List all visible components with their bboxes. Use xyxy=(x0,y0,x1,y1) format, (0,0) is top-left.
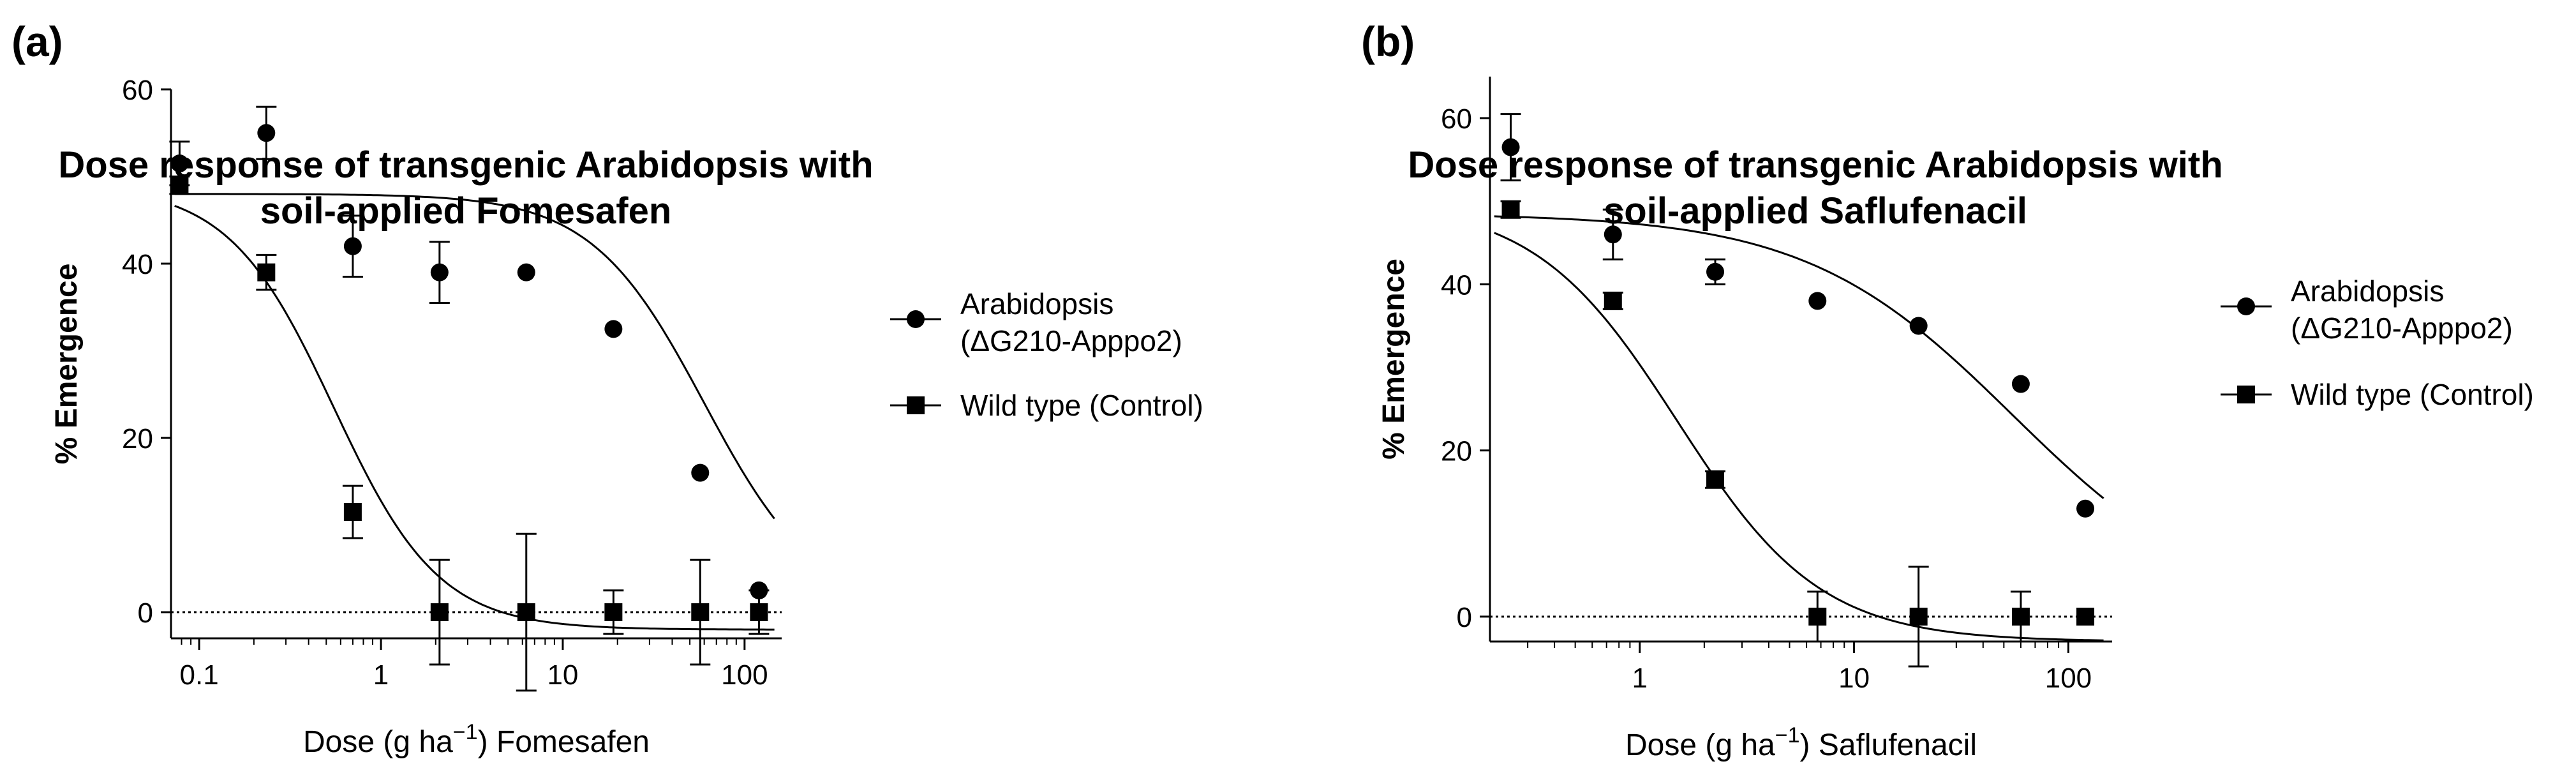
x-tick-label: 10 xyxy=(547,659,578,691)
chart-panel-a: (a) Dose response of transgenic Arabidops… xyxy=(11,18,1203,759)
legend-label: Wild type (Control) xyxy=(960,389,1203,422)
y-tick-label: 20 xyxy=(1441,436,1472,467)
legend-label: Arabidopsis xyxy=(2291,274,2444,308)
data-point xyxy=(430,263,449,282)
data-point xyxy=(1604,225,1622,244)
series-wild-type xyxy=(169,176,775,692)
legend-entry: Arabidopsis (ΔG210-Apppo2) xyxy=(2221,274,2513,345)
data-point xyxy=(691,603,710,622)
x-axis-label: Dose (g ha−1) Saflufenacil xyxy=(1625,723,1977,762)
data-point xyxy=(2011,375,2030,393)
chart-title-line: soil-applied Saflufenacil xyxy=(1604,190,2027,232)
chart-title-line: Dose response of transgenic Arabidopsis … xyxy=(1408,144,2222,186)
y-tick-label: 20 xyxy=(122,423,153,454)
fit-curve xyxy=(1494,215,2104,499)
y-tick-label: 40 xyxy=(1441,269,1472,301)
data-point xyxy=(257,263,276,282)
data-point xyxy=(1501,138,1520,156)
y-axis-label: % Emergence xyxy=(50,264,84,465)
series-wild-type xyxy=(1494,200,2104,668)
legend-label: (ΔG210-Apppo2) xyxy=(960,324,1182,357)
y-tick-label: 60 xyxy=(122,75,153,106)
legend-marker xyxy=(2237,297,2255,315)
legend-entry: Arabidopsis (ΔG210-Apppo2) xyxy=(890,287,1182,357)
y-tick-label: 60 xyxy=(1441,103,1472,135)
x-tick-label: 10 xyxy=(1838,663,1870,694)
data-point xyxy=(691,463,710,482)
x-tick-label: 100 xyxy=(2045,663,2092,694)
x-tick-label: 0.1 xyxy=(180,659,219,691)
legend-label: Wild type (Control) xyxy=(2291,378,2534,411)
data-point xyxy=(750,603,768,622)
x-tick-label: 1 xyxy=(373,659,389,691)
panel-label: (a) xyxy=(11,18,63,65)
chart-panel-b: (b) Dose response of transgenic Arabidops… xyxy=(1361,18,2534,762)
data-point xyxy=(1501,200,1520,219)
series-arabidopsis xyxy=(1494,113,2104,518)
data-point xyxy=(343,237,362,255)
data-point xyxy=(257,124,276,142)
chart-title-line: Dose response of transgenic Arabidopsis … xyxy=(58,144,873,186)
data-point xyxy=(2011,607,2030,626)
legend-marker xyxy=(907,310,925,328)
panel-label: (b) xyxy=(1361,18,1415,65)
chart-title-line: soil-applied Fomesafen xyxy=(260,190,672,232)
legend-label: (ΔG210-Apppo2) xyxy=(2291,312,2513,345)
data-point xyxy=(1706,262,1725,281)
data-point xyxy=(430,603,449,622)
data-point xyxy=(517,603,535,622)
data-point xyxy=(2076,499,2095,518)
y-axis-label: % Emergence xyxy=(1377,259,1411,460)
x-axis-label: Dose (g ha−1) Fomesafen xyxy=(303,720,650,759)
series-arabidopsis xyxy=(169,105,775,599)
data-point xyxy=(170,154,189,173)
data-point xyxy=(2076,607,2095,626)
legend-label: Arabidopsis xyxy=(960,287,1113,320)
x-tick-label: 100 xyxy=(721,659,768,691)
y-tick-label: 40 xyxy=(122,249,153,280)
data-point xyxy=(1808,607,1827,626)
data-point xyxy=(1706,470,1725,489)
data-point xyxy=(343,503,362,522)
data-point xyxy=(1909,607,1928,626)
legend-marker xyxy=(907,396,925,414)
data-point xyxy=(1909,317,1928,335)
x-tick-label: 1 xyxy=(1632,663,1648,694)
data-point xyxy=(604,320,623,338)
data-point xyxy=(1604,292,1622,310)
y-tick-label: 0 xyxy=(1457,602,1472,633)
data-point xyxy=(604,603,623,622)
legend-marker xyxy=(2237,386,2255,403)
fit-curve xyxy=(1494,232,2104,642)
y-tick-label: 0 xyxy=(138,597,153,629)
fit-curve xyxy=(174,193,775,520)
legend-entry: Wild type (Control) xyxy=(2221,378,2534,411)
legend-entry: Wild type (Control) xyxy=(890,389,1203,422)
data-point xyxy=(1808,292,1827,310)
data-point xyxy=(170,176,189,195)
fit-curve xyxy=(174,205,775,631)
data-point xyxy=(517,263,535,282)
